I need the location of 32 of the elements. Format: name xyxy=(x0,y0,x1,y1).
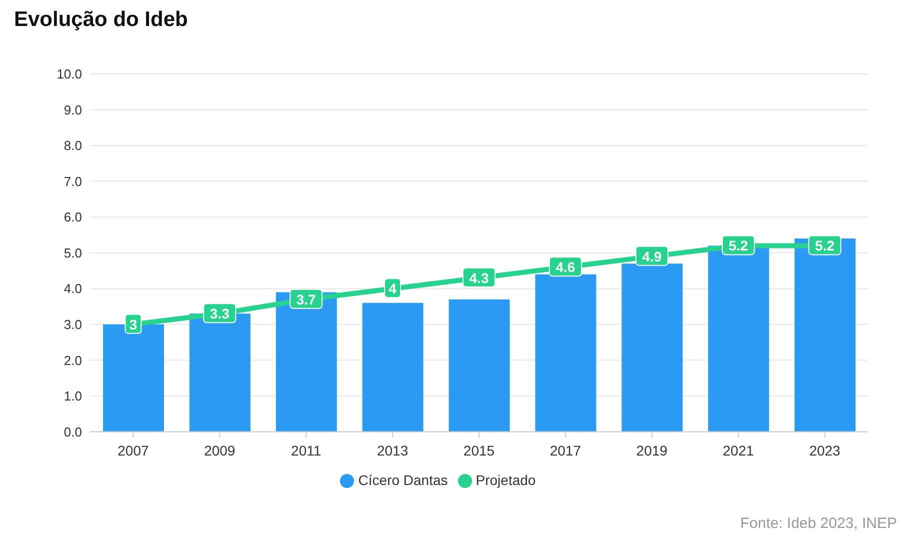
bar xyxy=(535,274,596,432)
y-tick-label: 9.0 xyxy=(64,102,82,118)
y-tick-label: 3.0 xyxy=(64,317,82,332)
y-tick-label: 4.0 xyxy=(64,281,82,296)
y-tick-label: 7.0 xyxy=(64,174,82,189)
bar xyxy=(794,238,856,432)
x-tick-label: 2007 xyxy=(118,442,149,459)
x-tick-label: 2021 xyxy=(722,442,754,459)
y-tick-label: 5.0 xyxy=(64,245,82,260)
data-label: 4 xyxy=(388,280,397,297)
y-tick-label: 8.0 xyxy=(64,138,82,154)
bar xyxy=(448,299,510,432)
legend-label: Projetado xyxy=(476,472,536,488)
data-label: 3 xyxy=(129,316,138,332)
bar xyxy=(362,302,424,432)
x-tick-label: 2011 xyxy=(291,442,322,459)
y-tick-label: 0.0 xyxy=(64,424,82,440)
legend-label: Cícero Dantas xyxy=(358,472,448,488)
y-tick-label: 6.0 xyxy=(64,210,82,225)
y-tick-label: 2.0 xyxy=(64,352,82,368)
bar xyxy=(276,292,337,432)
x-tick-label: 2009 xyxy=(204,442,236,459)
y-tick-label: 1.0 xyxy=(64,388,82,404)
x-tick-label: 2019 xyxy=(636,442,668,459)
y-tick-label: 10.0 xyxy=(56,66,82,82)
bar xyxy=(622,264,683,432)
source-note: Fonte: Ideb 2023, INEP xyxy=(740,515,897,532)
x-tick-label: 2023 xyxy=(809,442,841,459)
chart-title: Evolução do Ideb xyxy=(14,8,188,32)
x-tick-label: 2015 xyxy=(463,442,495,459)
x-tick-label: 2017 xyxy=(550,442,582,459)
x-tick-label: 2013 xyxy=(376,442,408,459)
